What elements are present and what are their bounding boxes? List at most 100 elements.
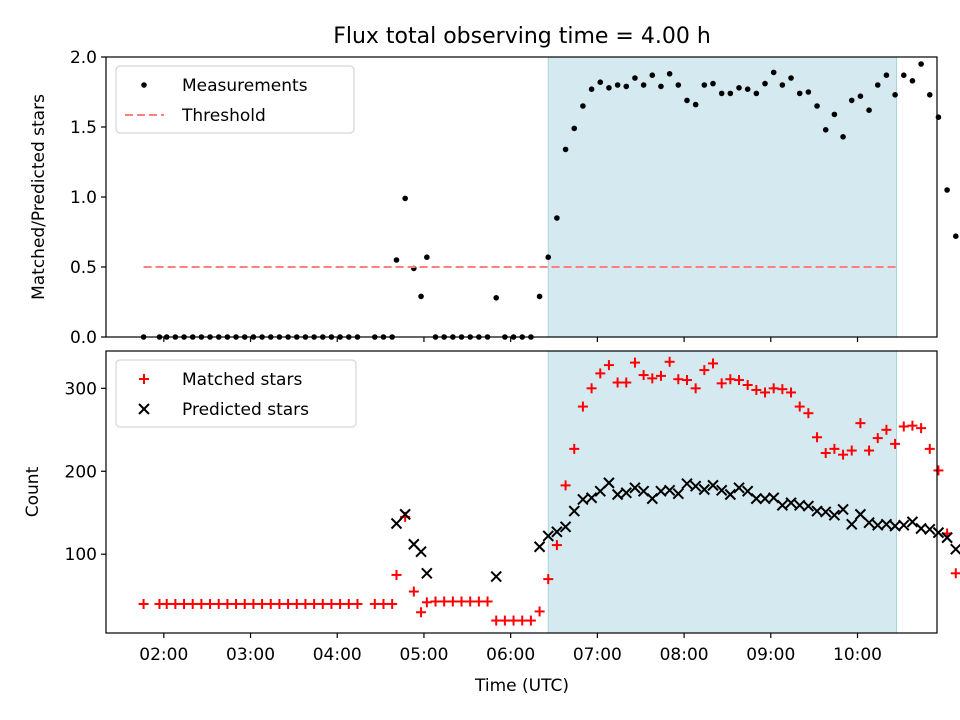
- matched-star-point: [508, 615, 519, 626]
- matched-star-point: [655, 370, 666, 381]
- x-stroke: [880, 518, 893, 531]
- predicted-star-point: [620, 487, 632, 499]
- matched-star-point: [391, 569, 402, 580]
- measurement-point: [848, 97, 855, 104]
- matched-star-point: [265, 598, 276, 609]
- matched-star-point: [820, 448, 831, 459]
- matched-star-point: [803, 408, 814, 419]
- x-stroke: [724, 488, 737, 501]
- predicted-star-point: [611, 488, 624, 501]
- y-tick-label: 0.5: [70, 258, 97, 278]
- x-stroke: [950, 543, 960, 555]
- x-stroke: [820, 506, 832, 518]
- matched-star-point: [924, 443, 935, 454]
- measurement-point: [874, 82, 881, 88]
- x-tick-label: 05:00: [399, 645, 448, 665]
- predicted-star-point: [776, 499, 789, 511]
- matched-star-point: [213, 598, 224, 609]
- x-stroke: [542, 530, 554, 542]
- measurement-point: [623, 83, 630, 90]
- matched-star-point: [916, 423, 927, 434]
- matched-star-point: [335, 598, 346, 609]
- predicted-star-point: [941, 531, 953, 544]
- matched-star-point: [560, 480, 571, 491]
- y-tick-label: 2.0: [70, 48, 97, 68]
- legend-label: Predicted stars: [182, 400, 309, 420]
- matched-star-point: [439, 596, 450, 607]
- x-stroke: [637, 485, 650, 497]
- predicted-star-point: [559, 521, 572, 533]
- x-stroke: [906, 516, 919, 528]
- measurement-point: [900, 72, 907, 78]
- x-stroke: [611, 488, 624, 501]
- observing-interval-band: [548, 57, 897, 337]
- matched-star-point: [760, 387, 771, 398]
- x-stroke: [399, 508, 411, 521]
- matched-star-point: [681, 375, 692, 386]
- legend-label: Measurements: [182, 76, 308, 96]
- matched-star-point: [872, 433, 883, 444]
- matched-star-point: [482, 596, 493, 607]
- measurement-point: [640, 82, 647, 88]
- measurement-point: [840, 134, 846, 140]
- matched-star-point: [179, 598, 190, 609]
- x-stroke: [490, 570, 502, 583]
- matched-star-point: [664, 356, 675, 367]
- matched-star-point: [734, 375, 745, 386]
- predicted-star-point: [421, 567, 433, 579]
- matched-star-point: [491, 615, 502, 626]
- predicted-star-point: [932, 526, 945, 539]
- measurement-point: [718, 90, 725, 97]
- matched-star-point: [170, 598, 181, 609]
- measurement-point: [744, 86, 751, 92]
- matched-star-point: [326, 598, 337, 609]
- matched-star-point: [933, 465, 944, 476]
- measurement-point: [710, 80, 716, 87]
- matched-star-point: [187, 598, 198, 609]
- predicted-star-point: [906, 516, 919, 528]
- matched-star-point: [603, 360, 614, 371]
- matched-star-point: [864, 445, 875, 456]
- measurement-point: [926, 92, 933, 98]
- x-stroke: [863, 516, 875, 529]
- x-stroke: [707, 479, 719, 492]
- x-tick-label: 03:00: [226, 645, 275, 665]
- series-predicted-stars: [390, 477, 960, 583]
- measurement-point: [701, 82, 708, 88]
- measurement-point: [402, 195, 408, 202]
- measurement-point: [658, 83, 664, 90]
- matched-star-point: [768, 383, 779, 394]
- x-stroke: [759, 492, 771, 505]
- x-stroke: [872, 519, 884, 531]
- x-stroke: [390, 517, 403, 530]
- x-stroke: [663, 484, 676, 497]
- x-stroke: [715, 484, 728, 497]
- matched-star-point: [196, 598, 207, 609]
- predicted-star-point: [603, 477, 615, 489]
- x-stroke: [559, 521, 572, 533]
- measurement-point: [424, 254, 430, 260]
- y-tick-label: 1.5: [70, 118, 97, 138]
- predicted-star-point: [802, 500, 815, 512]
- matched-star-point: [838, 449, 849, 460]
- x-stroke: [698, 483, 711, 496]
- predicted-star-point: [681, 477, 693, 490]
- matched-star-point: [283, 598, 294, 609]
- measurement-point: [554, 215, 560, 221]
- measurement-point: [918, 61, 924, 67]
- x-stroke: [854, 508, 867, 521]
- measurement-point: [632, 75, 638, 81]
- measurement-point: [788, 75, 794, 81]
- predicted-star-point: [854, 508, 867, 521]
- predicted-star-point: [689, 480, 702, 492]
- matched-star-point: [317, 598, 328, 609]
- predicted-star-point: [820, 506, 832, 518]
- measurement-point: [562, 146, 569, 153]
- matched-star-point: [387, 598, 398, 609]
- measurement-point: [580, 103, 586, 109]
- predicted-star-point: [629, 482, 641, 494]
- matched-star-point: [699, 365, 710, 376]
- matched-star-point: [543, 574, 554, 585]
- measurement-point: [418, 293, 424, 300]
